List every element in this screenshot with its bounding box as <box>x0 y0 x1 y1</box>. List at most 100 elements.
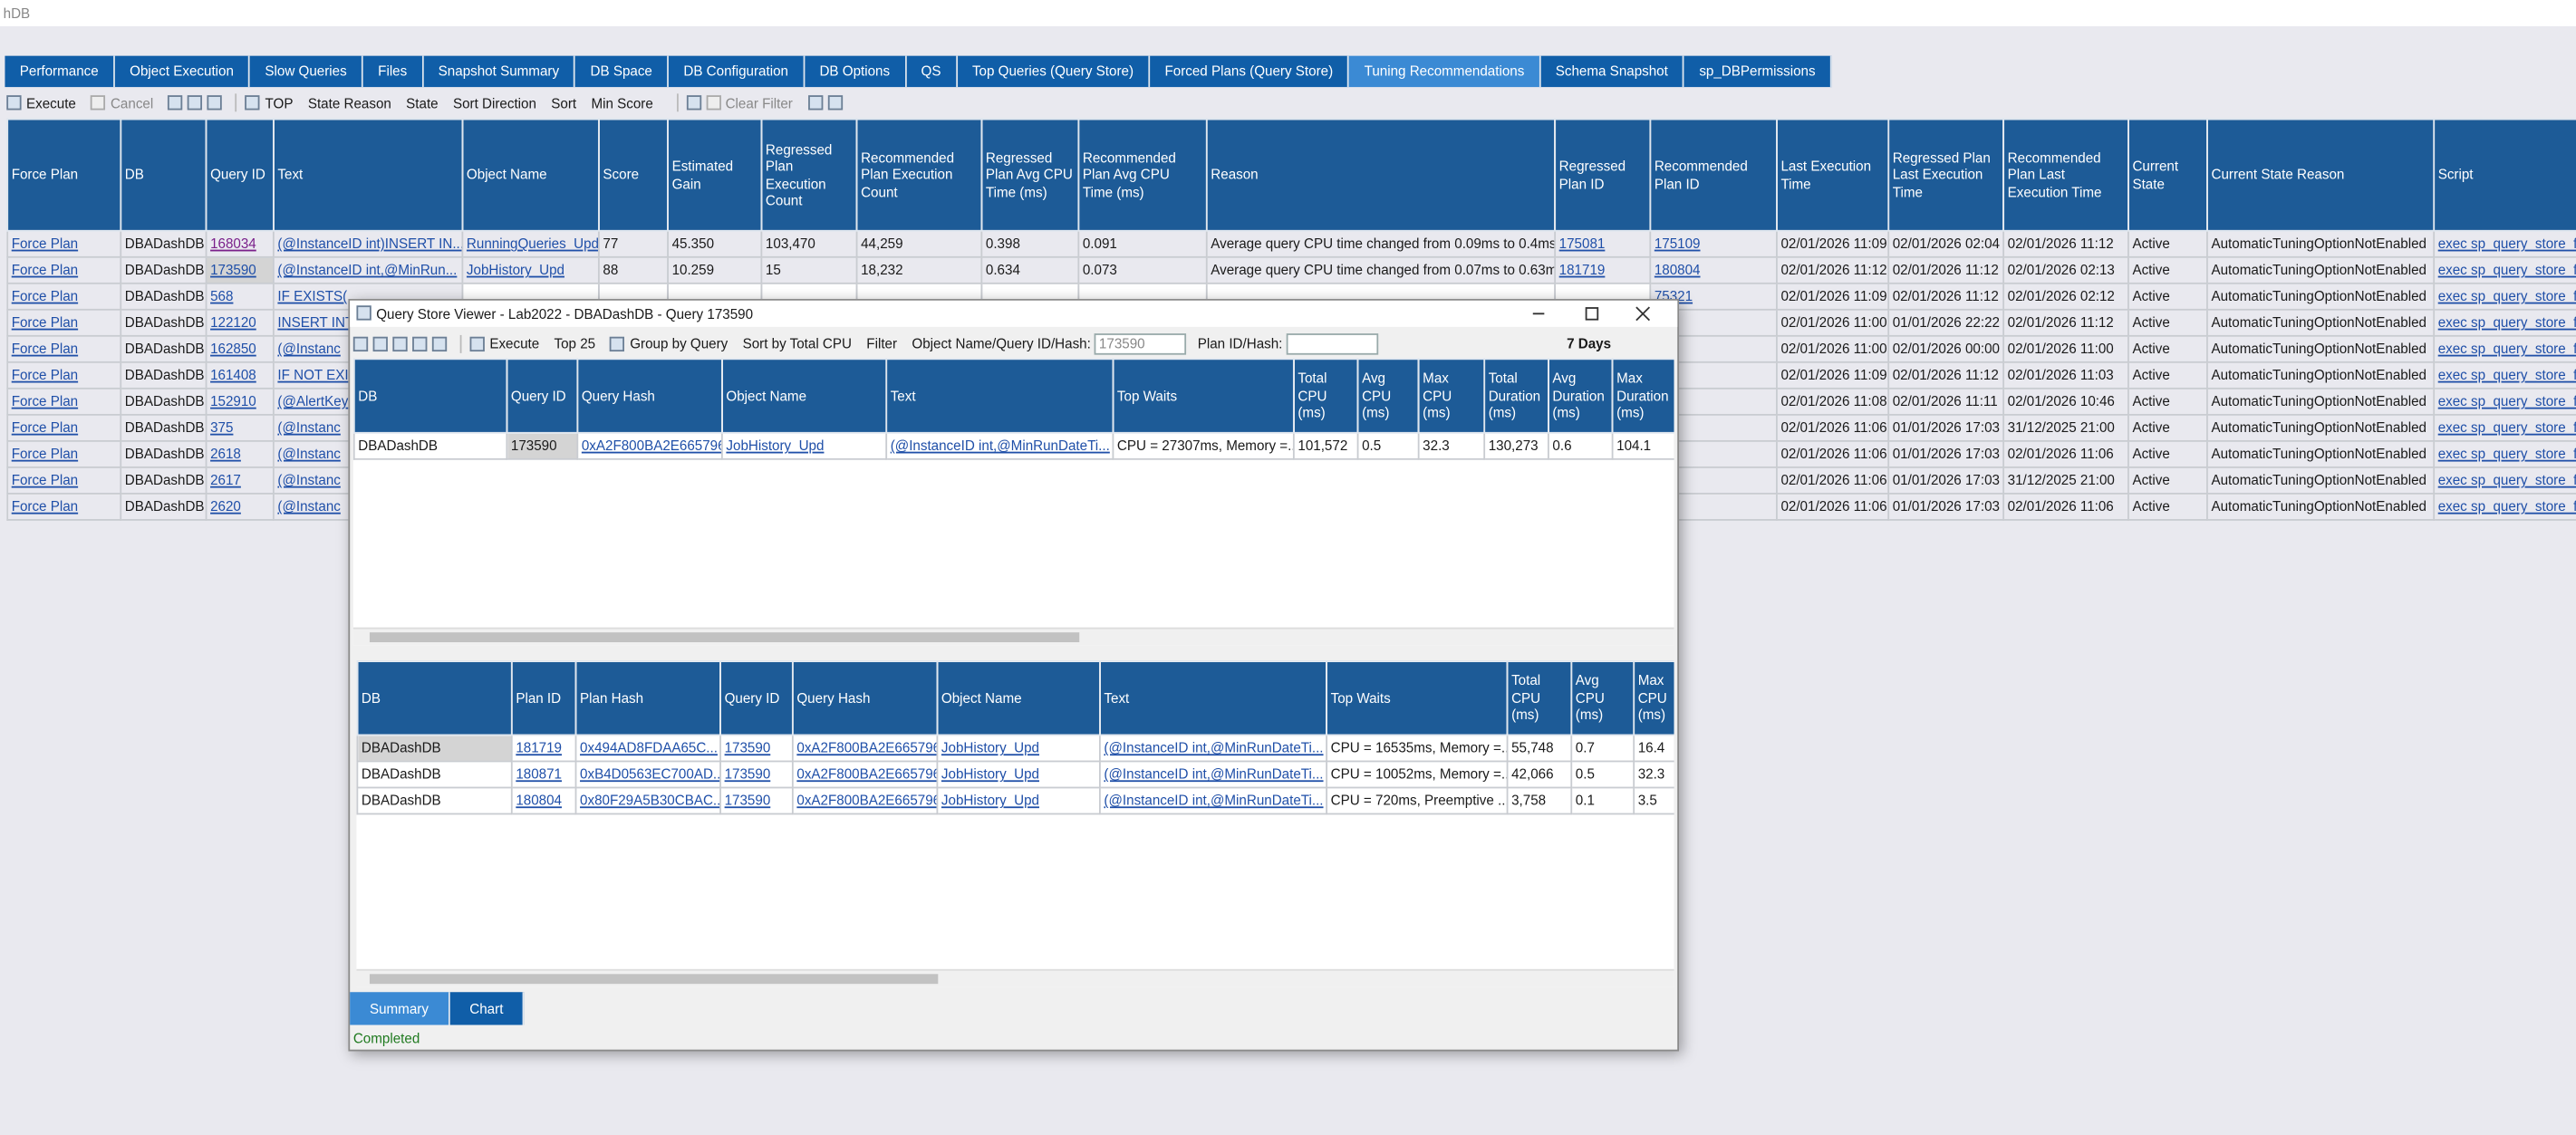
column-header[interactable]: Total CPU (ms) <box>1292 358 1359 434</box>
min-score-button[interactable]: Min Score <box>591 94 653 111</box>
tab[interactable]: Forced Plans (Query Store) <box>1150 55 1350 88</box>
link-cell[interactable]: 181719 <box>1554 255 1652 284</box>
column-header[interactable]: Top Waits <box>1112 358 1295 434</box>
tab[interactable]: Performance <box>5 55 115 88</box>
column-header[interactable]: Current State Reason <box>2206 118 2436 232</box>
column-header[interactable]: DB <box>120 118 207 232</box>
column-header[interactable]: Regressed Plan ID <box>1554 118 1652 232</box>
top-button[interactable]: TOP <box>265 94 294 111</box>
link-cell[interactable]: Force Plan <box>6 439 122 468</box>
column-header[interactable]: Current State <box>2127 118 2208 232</box>
link-cell[interactable]: exec sp_query_store_fo <box>2433 413 2576 442</box>
column-header[interactable]: Max CPU (ms) <box>1417 358 1486 434</box>
column-header[interactable]: Plan Hash <box>574 659 721 736</box>
link-cell[interactable]: exec sp_query_store_fo <box>2433 387 2576 416</box>
column-header[interactable]: Query ID <box>205 118 275 232</box>
tab[interactable]: Schema Snapshot <box>1540 55 1685 88</box>
link-cell[interactable]: exec sp_query_store_fo <box>2433 439 2576 468</box>
tab[interactable]: DB Options <box>805 55 907 88</box>
link-cell[interactable]: (@InstanceID int,@MinRun... <box>272 255 464 284</box>
link-cell[interactable]: Force Plan <box>6 361 122 390</box>
link-cell[interactable]: 175109 <box>1649 229 1778 258</box>
tab[interactable]: sp_DBPermissions <box>1684 55 1832 88</box>
column-header[interactable]: Max Duration (ms) <box>1611 358 1674 434</box>
link-cell[interactable]: JobHistory_Upd <box>936 760 1101 789</box>
search-input[interactable]: 173590 <box>1094 332 1187 354</box>
scrollbar[interactable] <box>352 627 1674 646</box>
link-cell[interactable]: (@InstanceID int,@MinRunDateTi... <box>885 431 1114 460</box>
group-dropdown[interactable]: Group by Query <box>630 334 728 352</box>
date-range-button[interactable]: 7 Days <box>1567 334 1612 352</box>
link-cell[interactable]: JobHistory_Upd <box>936 734 1101 763</box>
column-header[interactable]: DB <box>352 358 508 434</box>
link-cell[interactable]: 168034 <box>205 229 275 258</box>
link-cell[interactable]: Force Plan <box>6 308 122 337</box>
link-cell[interactable]: 175081 <box>1554 229 1652 258</box>
column-header[interactable]: Query ID <box>506 358 579 434</box>
link-cell[interactable]: 162850 <box>205 334 275 363</box>
link-cell[interactable]: Force Plan <box>6 466 122 495</box>
column-header[interactable]: Recommended Plan Last Execution Time <box>2002 118 2129 232</box>
link-cell[interactable]: 173590 <box>719 734 794 763</box>
top-dropdown[interactable]: Top 25 <box>554 334 596 352</box>
link-cell[interactable]: (@InstanceID int,@MinRunDateTi... <box>1098 760 1328 789</box>
link-cell[interactable]: (@InstanceID int,@MinRunDateTi... <box>1098 786 1328 815</box>
link-cell[interactable]: 0x80F29A5B30CBAC... <box>574 786 721 815</box>
column-header[interactable]: Estimated Gain <box>667 118 763 232</box>
column-header[interactable]: Recommended Plan ID <box>1649 118 1778 232</box>
link-cell[interactable]: 0xA2F800BA2E665796 <box>791 786 939 815</box>
column-header[interactable]: Object Name <box>936 659 1101 736</box>
column-header[interactable]: Query Hash <box>791 659 939 736</box>
sort-dropdown[interactable]: Sort by Total CPU <box>742 334 852 352</box>
link-cell[interactable]: exec sp_query_store_fo <box>2433 255 2576 284</box>
column-header[interactable]: Text <box>1098 659 1328 736</box>
link-cell[interactable]: JobHistory_Upd <box>720 431 888 460</box>
column-header[interactable]: Regressed Plan Avg CPU Time (ms) <box>980 118 1080 232</box>
link-cell[interactable]: 180871 <box>510 760 577 789</box>
clear-filter-button[interactable]: Clear Filter <box>725 94 793 111</box>
link-cell[interactable]: 152910 <box>205 387 275 416</box>
sort-direction-button[interactable]: Sort Direction <box>452 94 536 111</box>
link-cell[interactable]: 2618 <box>205 439 275 468</box>
link-cell[interactable]: 173590 <box>719 786 794 815</box>
link-cell[interactable]: RunningQueries_Upd <box>461 229 600 258</box>
link-cell[interactable]: (@InstanceID int,@MinRunDateTi... <box>1098 734 1328 763</box>
column-header[interactable]: Text <box>885 358 1114 434</box>
column-header[interactable]: Regressed Plan Execution Count <box>760 118 858 232</box>
column-header[interactable]: Score <box>597 118 669 232</box>
link-cell[interactable]: exec sp_query_store_fo <box>2433 334 2576 363</box>
link-cell[interactable]: 180804 <box>1649 255 1778 284</box>
link-cell[interactable]: 122120 <box>205 308 275 337</box>
column-header[interactable]: Total Duration (ms) <box>1483 358 1549 434</box>
column-header[interactable]: Script <box>2433 118 2576 232</box>
link-cell[interactable]: 181719 <box>510 734 577 763</box>
column-header[interactable]: Recommended Plan Avg CPU Time (ms) <box>1077 118 1208 232</box>
link-cell[interactable]: exec sp_query_store_fo <box>2433 361 2576 390</box>
tab[interactable]: Files <box>362 55 424 88</box>
link-cell[interactable]: 0xA2F800BA2E665796 <box>791 760 939 789</box>
link-cell[interactable]: 0x494AD8FDAA65C... <box>574 734 721 763</box>
link-cell[interactable]: 0xB4D0563EC700AD... <box>574 760 721 789</box>
column-header[interactable]: Last Execution Time <box>1776 118 1890 232</box>
plan-input[interactable] <box>1286 332 1378 354</box>
link-cell[interactable]: 375 <box>205 413 275 442</box>
filter-dropdown[interactable]: Filter <box>866 334 898 352</box>
link-cell[interactable]: Force Plan <box>6 255 122 284</box>
tab[interactable]: Object Execution <box>114 55 251 88</box>
window-controls[interactable] <box>1532 305 1664 322</box>
scrollbar[interactable] <box>356 968 1674 987</box>
link-cell[interactable]: 173590 <box>205 255 275 284</box>
tab[interactable]: Top Queries (Query Store) <box>957 55 1151 88</box>
link-cell[interactable]: exec sp_query_store_fo <box>2433 308 2576 337</box>
link-cell[interactable]: 2620 <box>205 492 275 521</box>
column-header[interactable]: Recommended Plan Execution Count <box>855 118 983 232</box>
link-cell[interactable]: JobHistory_Upd <box>461 255 600 284</box>
tab[interactable]: Slow Queries <box>250 55 363 88</box>
tab[interactable]: Snapshot Summary <box>423 55 576 88</box>
link-cell[interactable]: 161408 <box>205 361 275 390</box>
link-cell[interactable]: exec sp_query_store_fo <box>2433 229 2576 258</box>
tab[interactable]: DB Configuration <box>669 55 806 88</box>
cancel-button[interactable]: Cancel <box>110 94 154 111</box>
link-cell[interactable]: exec sp_query_store_fo <box>2433 282 2576 311</box>
link-cell[interactable]: 0xA2F800BA2E665796 <box>791 734 939 763</box>
